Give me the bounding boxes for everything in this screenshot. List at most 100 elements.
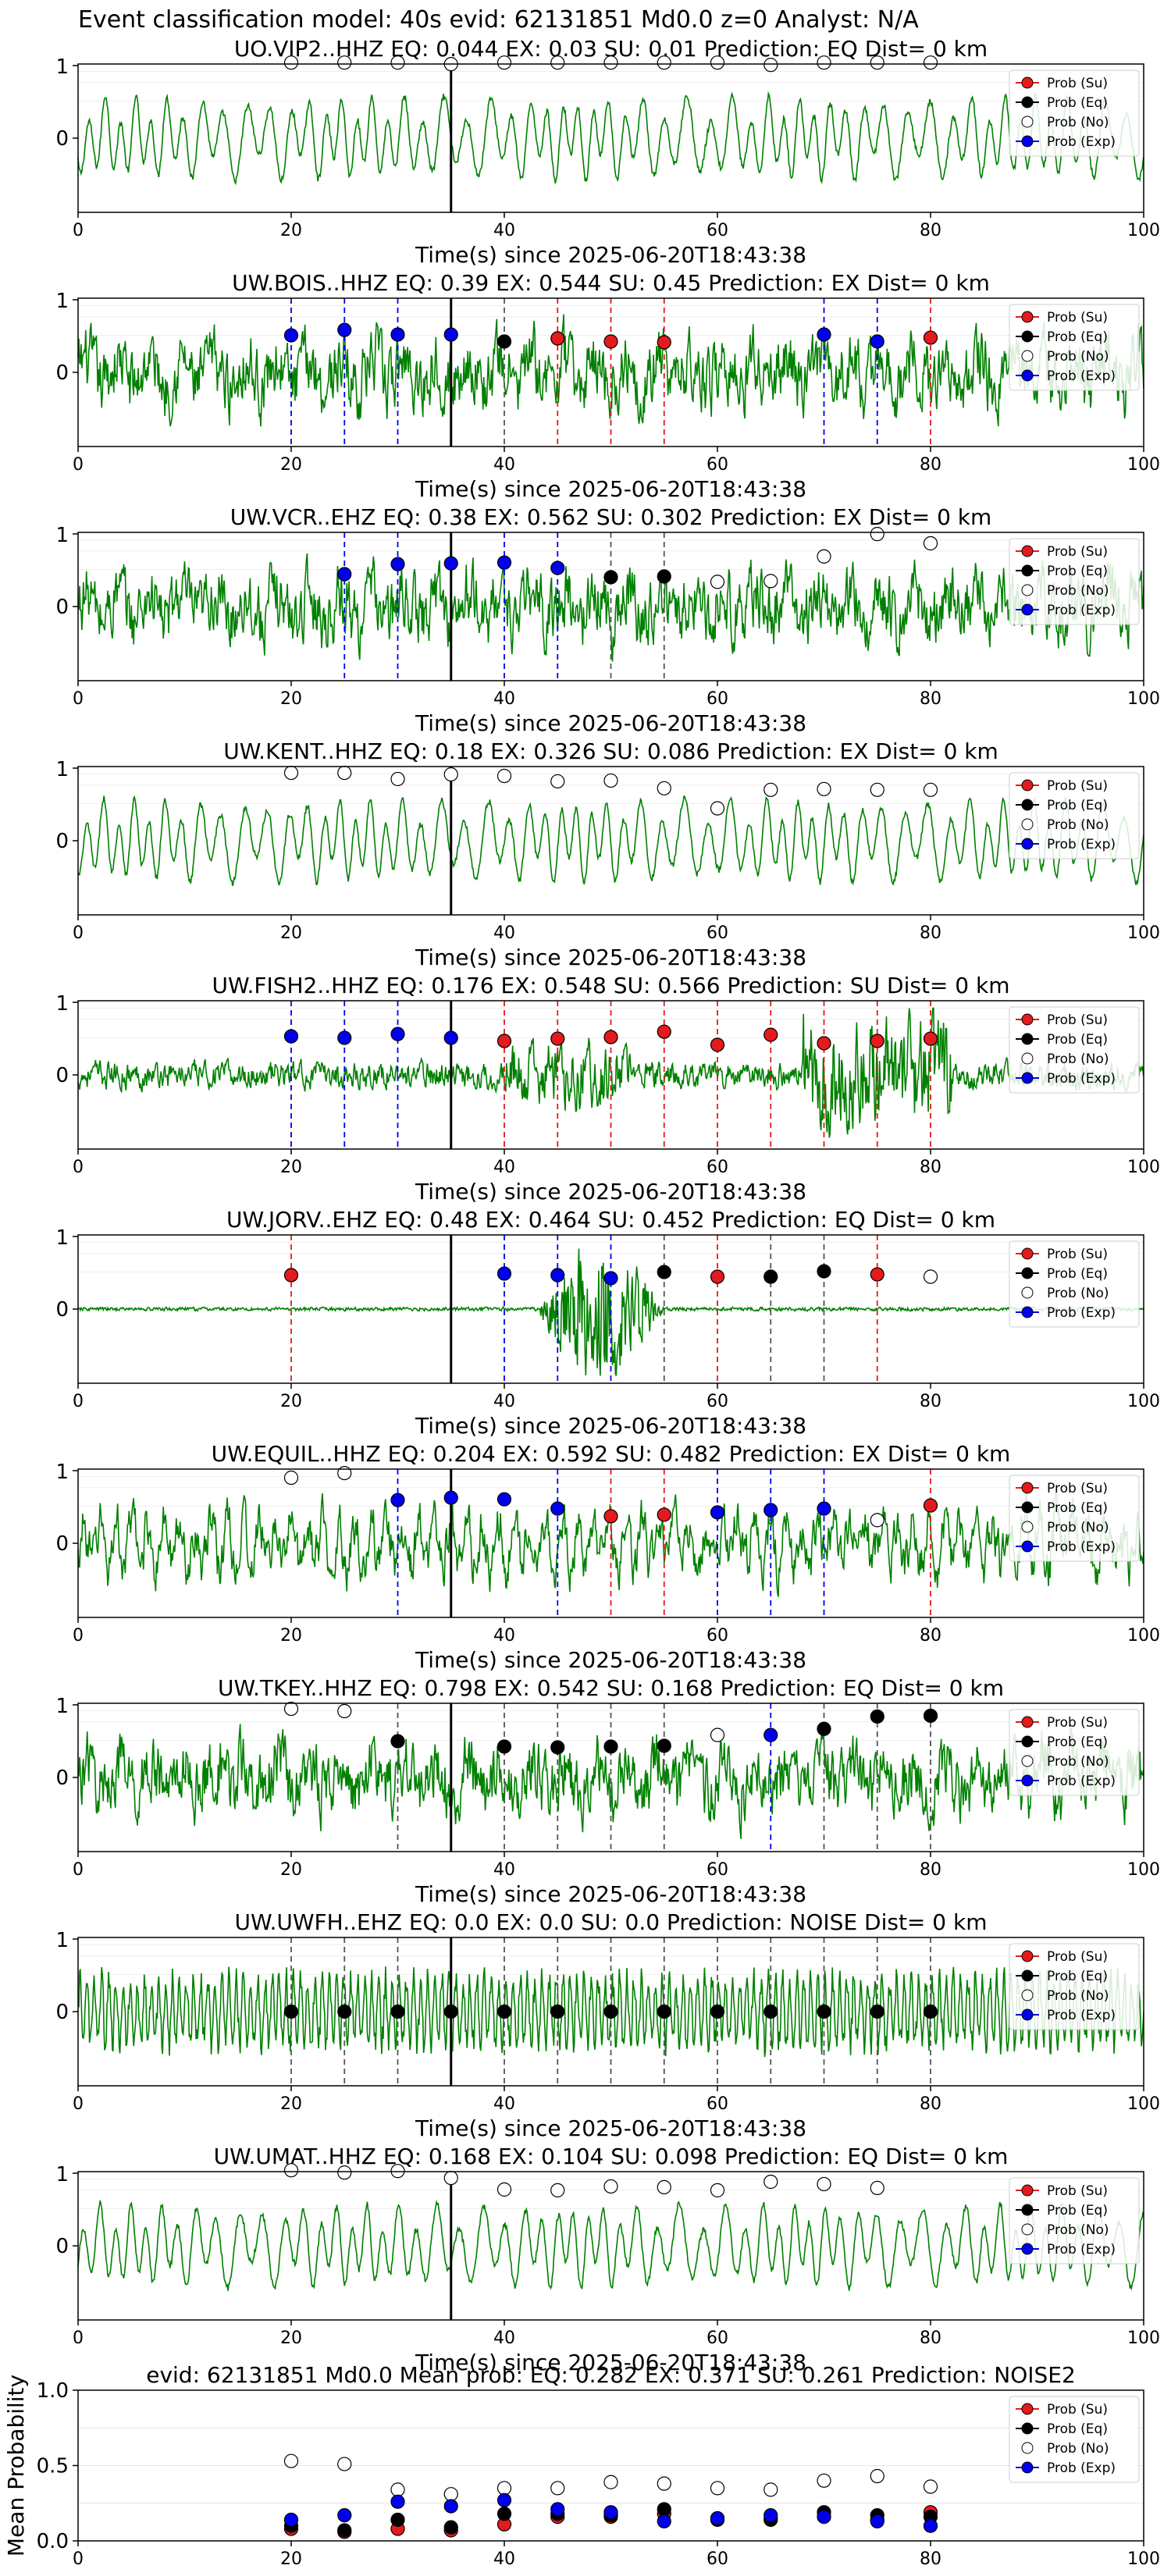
legend-label: Prob (Exp)	[1047, 1774, 1116, 1789]
prob-point-no	[817, 549, 831, 564]
y-tick-label: 1.0	[37, 2379, 69, 2403]
x-tick-label: 80	[920, 2094, 941, 2114]
prob-point-eq	[817, 2004, 831, 2019]
prob-point-exp	[337, 1030, 352, 1045]
prob-point-no	[283, 1701, 299, 1717]
x-tick-label: 100	[1127, 455, 1160, 475]
legend-marker	[1021, 2204, 1034, 2216]
prob-point-eq	[497, 1739, 512, 1754]
x-tick-label: 60	[707, 923, 728, 943]
x-tick-label: 80	[920, 221, 941, 240]
x-tick-label: 100	[1127, 2094, 1160, 2114]
x-tick-label: 40	[493, 221, 515, 240]
prob-point-no	[283, 55, 299, 70]
x-tick-label: 80	[920, 2549, 941, 2569]
x-tick-label: 0	[73, 923, 84, 943]
prob-point-no	[657, 2476, 671, 2491]
prob-point-no	[710, 575, 725, 589]
x-tick-label: 20	[280, 923, 302, 943]
x-tick-label: 0	[73, 2329, 84, 2348]
prob-point-exp	[763, 1727, 778, 1742]
legend-marker	[1021, 799, 1034, 811]
prob-point-no	[763, 2482, 778, 2497]
y-tick-label: 0.5	[37, 2455, 69, 2478]
legend-marker	[1021, 2223, 1034, 2236]
legend-label: Prob (Eq)	[1047, 95, 1108, 111]
prob-point-exp	[763, 1503, 778, 1517]
waveform-trace	[77, 1966, 1144, 2058]
prob-point-exp	[817, 1501, 831, 1516]
station-panel: UW.VCR..EHZ EQ: 0.38 EX: 0.562 SU: 0.302…	[55, 504, 1160, 736]
prob-point-no	[923, 55, 938, 70]
legend-label: Prob (Exp)	[1047, 134, 1116, 150]
y-tick-label: 0	[55, 1064, 69, 1087]
x-axis-label: Time(s) since 2025-06-20T18:43:38	[415, 2350, 806, 2375]
panel-title: evid: 62131851 Md0.0 Mean prob: EQ: 0.28…	[146, 2362, 1076, 2388]
legend-box	[1009, 1709, 1140, 1796]
x-tick-label: 40	[493, 2549, 515, 2569]
legend-label: Prob (No)	[1047, 583, 1109, 599]
legend-label: Prob (No)	[1047, 1754, 1109, 1770]
prob-point-no	[657, 781, 671, 795]
legend-label: Prob (No)	[1047, 2222, 1109, 2238]
station-panel: UW.EQUIL..HHZ EQ: 0.204 EX: 0.592 SU: 0.…	[55, 1441, 1160, 1673]
prob-point-no	[337, 2165, 352, 2180]
prob-point-no	[497, 55, 512, 70]
x-tick-label: 80	[920, 1392, 941, 1411]
prob-point-no	[443, 767, 458, 782]
prob-point-su	[923, 330, 938, 345]
prob-point-su	[710, 1037, 725, 1052]
legend-label: Prob (Exp)	[1047, 603, 1116, 618]
legend-label: Prob (Eq)	[1047, 1969, 1108, 1984]
legend-label: Prob (No)	[1047, 1520, 1109, 1535]
legend-label: Prob (Exp)	[1047, 837, 1116, 852]
prob-point-no	[710, 2183, 725, 2197]
x-axis-label: Time(s) since 2025-06-20T18:43:38	[415, 1647, 806, 1673]
prob-point-no	[283, 1470, 299, 1485]
legend-label: Prob (Su)	[1047, 1715, 1108, 1731]
x-tick-label: 100	[1127, 2549, 1160, 2569]
prob-point-no	[337, 1465, 352, 1481]
x-tick-label: 0	[73, 689, 84, 709]
prob-point-no	[390, 2482, 405, 2497]
plot-area	[78, 2172, 1144, 2320]
prob-point-exp	[283, 1029, 299, 1044]
legend-marker	[1021, 1247, 1034, 1260]
prob-point-su	[870, 1034, 884, 1048]
prob-point-su	[550, 331, 565, 346]
legend-label: Prob (Eq)	[1047, 564, 1108, 579]
prob-point-exp	[443, 556, 458, 571]
prob-point-su	[870, 1267, 884, 1282]
legend-label: Prob (Exp)	[1047, 2242, 1116, 2258]
legend-marker	[1021, 96, 1034, 109]
prob-point-eq	[870, 2004, 884, 2019]
prob-point-no	[870, 55, 884, 70]
x-tick-label: 0	[73, 2094, 84, 2114]
legend-label: Prob (No)	[1047, 1988, 1109, 2004]
prob-point-no	[603, 2475, 618, 2489]
legend-marker	[1021, 1052, 1034, 1065]
x-tick-label: 60	[707, 2549, 728, 2569]
x-tick-label: 40	[493, 923, 515, 943]
prob-point-eq	[710, 2004, 725, 2019]
legend-marker	[1021, 1267, 1034, 1279]
y-tick-label: 1	[55, 992, 69, 1016]
prob-point-exp	[497, 1492, 512, 1507]
legend-marker	[1021, 1072, 1034, 1084]
prob-point-no	[657, 55, 671, 70]
x-tick-label: 60	[707, 2329, 728, 2348]
prob-point-no	[870, 2468, 884, 2484]
legend-label: Prob (Su)	[1047, 1481, 1108, 1496]
legend-marker	[1021, 1540, 1034, 1553]
prob-point-eq	[657, 2004, 671, 2019]
legend-label: Prob (Exp)	[1047, 368, 1116, 384]
x-tick-label: 20	[280, 2549, 302, 2569]
y-tick-label: 1	[55, 55, 69, 79]
legend-label: Prob (Eq)	[1047, 1500, 1108, 1516]
x-tick-label: 0	[73, 1860, 84, 1880]
x-tick-label: 100	[1127, 1626, 1160, 1646]
legend-marker	[1021, 818, 1034, 831]
legend-box	[1009, 2396, 1140, 2483]
x-tick-label: 20	[280, 2329, 302, 2348]
x-tick-label: 60	[707, 1158, 728, 1177]
